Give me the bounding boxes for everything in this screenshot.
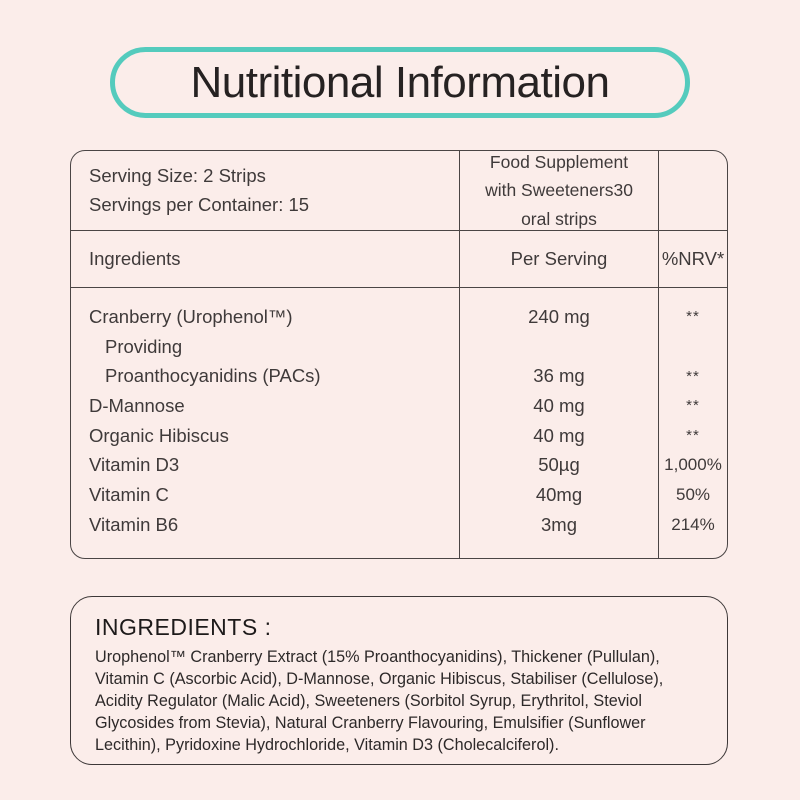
amount-value: 40 mg (533, 424, 585, 446)
ingredient-name: Cranberry (Urophenol™) (89, 305, 293, 327)
ingredient-name: D-Mannose (89, 394, 185, 416)
nrv-value: ** (686, 397, 700, 415)
nrv-value: ** (686, 427, 700, 445)
serving-info-cell: Serving Size: 2 Strips Servings per Cont… (71, 151, 459, 231)
product-header: Food Supplement with Sweeteners30 oral s… (485, 151, 633, 229)
nrv-value: 214% (671, 514, 715, 534)
amount-value: 40mg (535, 483, 583, 505)
page-title: Nutritional Information (190, 57, 610, 107)
empty-header-cell (658, 151, 727, 231)
product-header-cell: Food Supplement with Sweeteners30 oral s… (459, 151, 658, 231)
amount-value: 240 mg (528, 305, 590, 327)
ingredient-name: Vitamin B6 (89, 513, 179, 535)
nrv-value (659, 332, 727, 362)
ingredient-name: Vitamin C (89, 483, 169, 505)
column-header-ingredients: Ingredients (71, 231, 459, 288)
ingredient-name: Providing (105, 335, 183, 357)
ingredients-heading: INGREDIENTS : (95, 614, 272, 640)
column-header-per-serving: Per Serving (459, 231, 658, 288)
serving-size: Serving Size: 2 Strips (89, 164, 266, 186)
ingredient-name: Proanthocyanidins (PACs) (105, 365, 321, 387)
ingredient-name: Organic Hibiscus (89, 424, 229, 446)
nutrition-table: Serving Size: 2 Strips Servings per Cont… (70, 150, 728, 559)
ingredients-list-box: INGREDIENTS : Urophenol™ Cranberry Extra… (70, 596, 728, 765)
nrv-value: ** (686, 308, 700, 326)
amount-value: 40 mg (533, 394, 585, 416)
servings-per-container: Servings per Container: 15 (89, 193, 310, 215)
per-serving-column: 240 mg 36 mg 40 mg 40 mg 50µg 40mg 3mg (459, 288, 658, 558)
amount-value (460, 332, 658, 362)
ingredients-text: Urophenol™ Cranberry Extract (15% Proant… (95, 648, 664, 755)
ingredient-name-column: Cranberry (Urophenol™) Providing Proanth… (71, 288, 459, 558)
nutritional-information-title-pill: Nutritional Information (110, 47, 690, 118)
amount-value: 3mg (541, 513, 577, 535)
nrv-column: ** ** ** ** 1,000% 50% 214% (658, 288, 727, 558)
nrv-value: 1,000% (664, 455, 722, 475)
ingredient-name: Vitamin D3 (89, 454, 180, 476)
nrv-value: 50% (675, 484, 711, 504)
amount-value: 36 mg (533, 365, 585, 387)
column-header-nrv: %NRV* (658, 231, 727, 288)
amount-value: 50µg (538, 454, 580, 476)
nrv-value: ** (686, 367, 700, 385)
